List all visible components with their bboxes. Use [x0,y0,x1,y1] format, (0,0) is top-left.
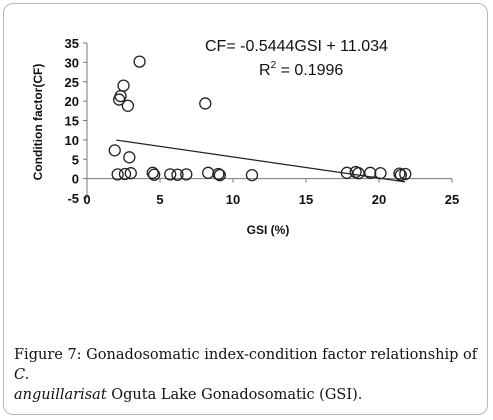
y-tick-label: 35 [65,36,79,51]
caption-text: Gonadosomatic index-condition factor rel… [81,347,478,363]
r2-superscript: 2 [271,60,277,71]
data-point [364,166,377,179]
data-point [180,168,193,181]
r-squared-annotation: R2 = 0.1996 [259,60,343,79]
data-point [202,166,215,179]
r2-value: = 0.1996 [276,62,343,79]
trendline [116,139,406,183]
data-point [111,168,124,181]
y-axis-label: Condition factor(CF) [31,64,45,181]
caption-location-text: Oguta Lake Gonadosomatic (GSI). [106,387,363,403]
data-point [164,168,177,181]
x-tick-label: 15 [299,192,313,207]
data-point [118,167,132,181]
trendline-layer [116,139,406,183]
data-points [108,55,412,182]
data-point [171,168,184,181]
r2-prefix: R [259,62,271,79]
y-tick-label: 5 [72,152,79,167]
y-tick-label: 15 [65,114,79,129]
data-point [108,144,121,157]
data-point [340,166,354,179]
caption-species-genus: C. [14,367,30,383]
x-tick-label: 0 [83,192,90,207]
caption-species-name: anguillarisat [14,387,107,403]
trendline-equation: CF= -0.5444GSI + 11.034 [205,38,388,55]
data-point [212,167,225,181]
data-point [146,166,159,179]
figure-caption: Figure 7: Gonadosomatic index-condition … [14,345,484,405]
axes: -5 0 5 10 15 20 25 30 35 0 5 10 15 20 25 [65,36,460,207]
scatter-chart: CF= -0.5444GSI + 11.034 R2 = 0.1996 GSI … [31,36,460,237]
data-point [374,167,387,180]
data-point [394,168,408,182]
y-tick-label: 0 [72,172,79,187]
data-point [393,167,406,180]
data-point [245,168,259,182]
y-tick-label: 25 [65,75,79,90]
data-point [123,151,136,164]
data-point [148,168,161,181]
data-point [352,167,365,180]
data-point [399,167,412,181]
figure-label: Figure 7: [14,347,82,363]
data-point [114,89,127,103]
data-point [133,55,146,68]
data-point [117,79,130,92]
x-tick-label: 5 [156,192,163,207]
data-point [213,168,227,182]
x-axis-label: GSI (%) [247,223,290,237]
data-point [124,167,137,180]
data-point [199,97,212,110]
y-tick-label: 10 [65,133,79,148]
data-point [121,99,135,112]
y-tick-label: 20 [65,94,79,109]
x-tick-label: 10 [226,192,240,207]
y-tick-label: -5 [67,191,79,206]
x-tick-label: 20 [372,192,386,207]
y-tick-label: 30 [65,55,79,70]
x-tick-label: 25 [445,192,459,207]
figure-frame [3,3,488,415]
